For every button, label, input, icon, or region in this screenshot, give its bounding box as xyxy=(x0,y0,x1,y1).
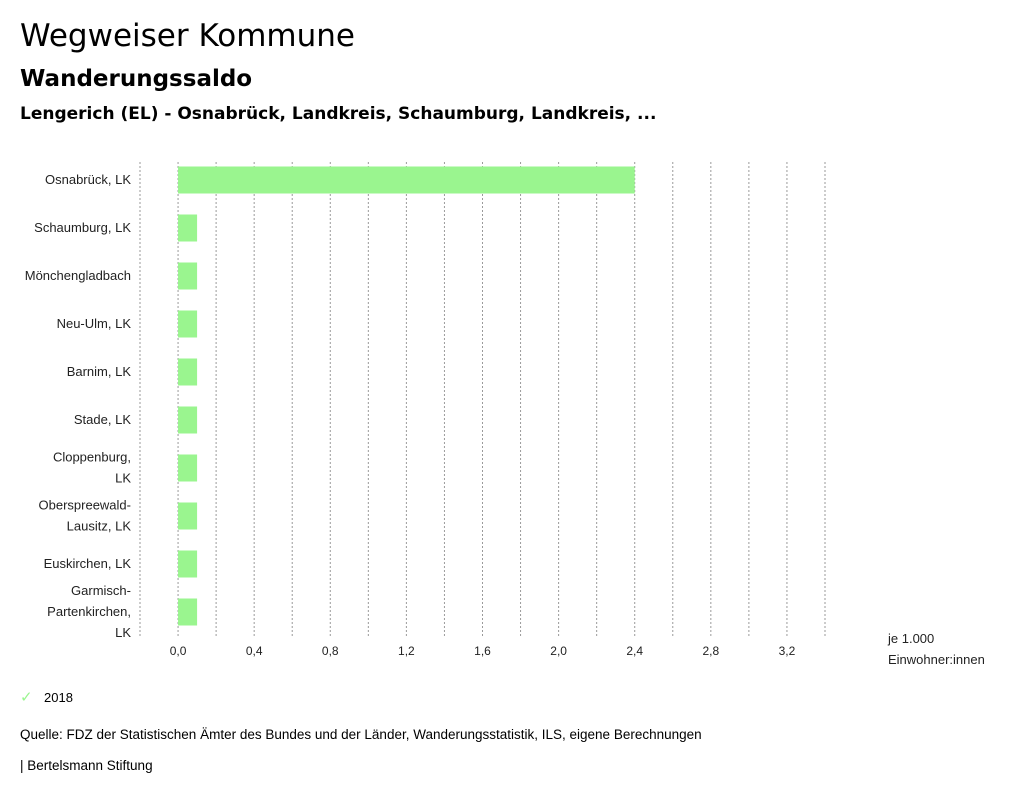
category-label: Mönchengladbach xyxy=(25,268,131,283)
publisher-note: | Bertelsmann Stiftung xyxy=(20,758,153,773)
bar[interactable] xyxy=(178,598,198,626)
category-label: LK xyxy=(115,471,131,486)
category-label: Stade, LK xyxy=(74,412,131,427)
x-tick-label: 0,0 xyxy=(170,644,187,658)
category-label: Osnabrück, LK xyxy=(45,172,131,187)
chart-legend[interactable]: ✓ 2018 xyxy=(20,688,73,706)
x-tick-label: 2,8 xyxy=(702,644,719,658)
bar[interactable] xyxy=(178,166,635,194)
x-tick-label: 1,6 xyxy=(474,644,491,658)
bar[interactable] xyxy=(178,310,198,338)
checkmark-icon[interactable]: ✓ xyxy=(20,689,33,706)
chart-subtitle: Wanderungssaldo xyxy=(20,66,253,92)
category-label: Barnim, LK xyxy=(67,364,132,379)
category-label: Neu-Ulm, LK xyxy=(57,316,132,331)
bar[interactable] xyxy=(178,262,198,290)
unit-label: je 1.000 xyxy=(887,631,934,646)
category-label: Schaumburg, LK xyxy=(34,220,131,235)
bar[interactable] xyxy=(178,502,198,530)
page-title: Wegweiser Kommune xyxy=(20,18,355,54)
category-label: Cloppenburg, xyxy=(53,450,131,465)
category-label: Euskirchen, LK xyxy=(44,556,132,571)
x-tick-label: 3,2 xyxy=(779,644,796,658)
bar[interactable] xyxy=(178,358,198,386)
category-label: Lausitz, LK xyxy=(67,519,132,534)
x-tick-label: 0,8 xyxy=(322,644,339,658)
x-tick-label: 2,0 xyxy=(550,644,567,658)
bar[interactable] xyxy=(178,454,198,482)
category-label: Oberspreewald- xyxy=(39,498,132,513)
bar-chart: Osnabrück, LK Schaumburg, LK Mönchengladba… xyxy=(25,162,985,667)
category-label: Partenkirchen, xyxy=(47,604,131,619)
x-tick-label: 0,4 xyxy=(246,644,263,658)
category-label: Garmisch- xyxy=(71,583,131,598)
x-tick-label: 1,2 xyxy=(398,644,415,658)
unit-label: Einwohner:innen xyxy=(888,652,985,667)
x-tick-label: 2,4 xyxy=(626,644,643,658)
category-label: LK xyxy=(115,625,131,640)
source-note: Quelle: FDZ der Statistischen Ämter des … xyxy=(20,727,702,742)
bar[interactable] xyxy=(178,406,198,434)
region-selection: Lengerich (EL) - Osnabrück, Landkreis, S… xyxy=(20,104,657,124)
legend-label: 2018 xyxy=(44,689,73,705)
bar[interactable] xyxy=(178,214,198,242)
bar[interactable] xyxy=(178,550,198,578)
